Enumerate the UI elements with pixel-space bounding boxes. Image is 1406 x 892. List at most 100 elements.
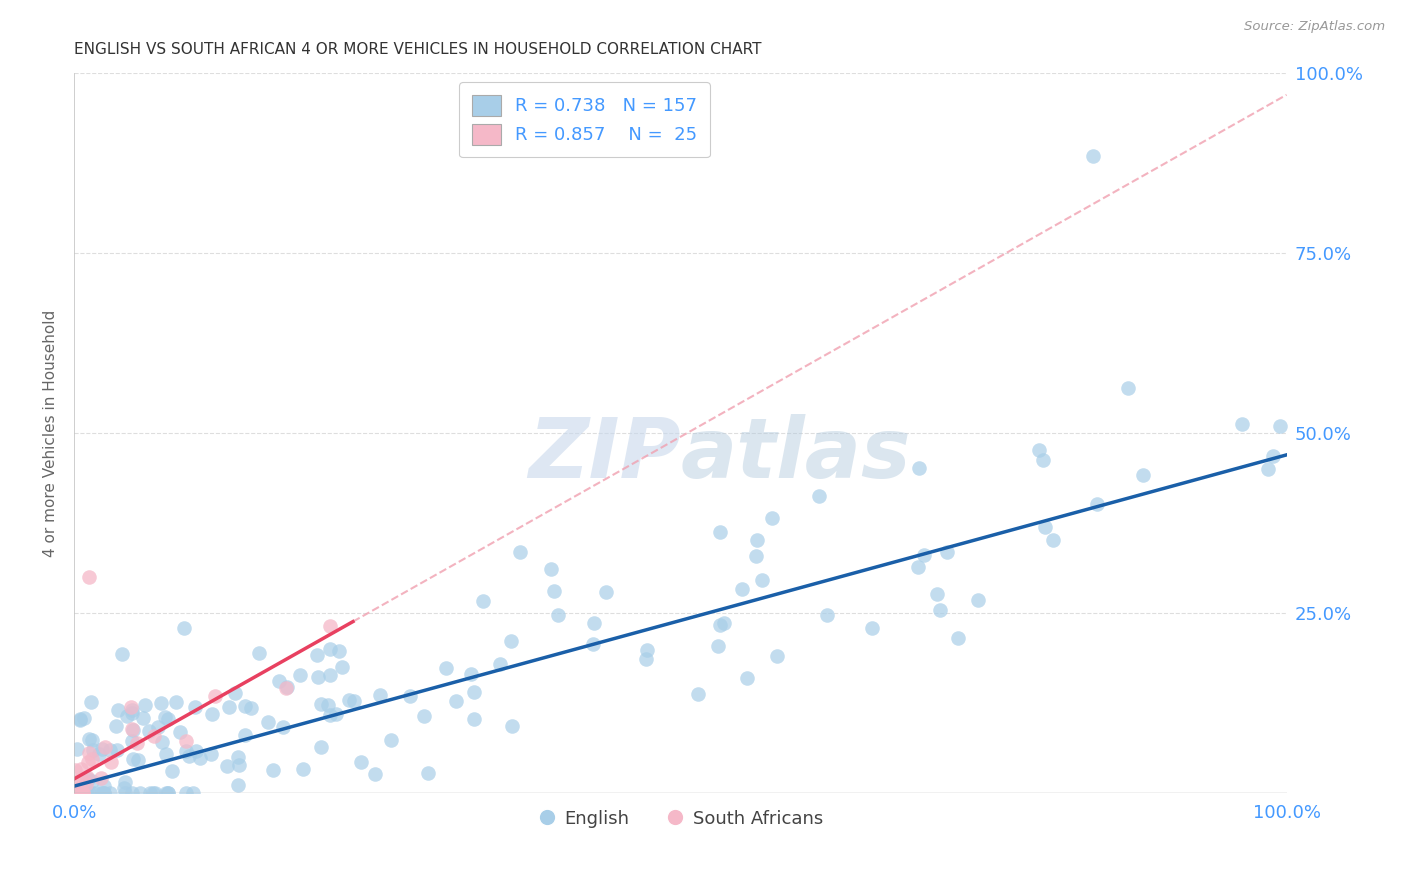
Point xyxy=(1042,533,1064,548)
Point xyxy=(1032,452,1054,467)
Text: atlas: atlas xyxy=(681,415,911,495)
Point xyxy=(463,712,485,726)
Point xyxy=(129,786,152,800)
Point xyxy=(412,708,434,723)
Point xyxy=(908,460,931,475)
Point xyxy=(75,777,97,791)
Point xyxy=(350,755,373,769)
Point xyxy=(247,646,270,660)
Point xyxy=(1033,520,1056,534)
Point xyxy=(72,786,94,800)
Text: ENGLISH VS SOUTH AFRICAN 4 OR MORE VEHICLES IN HOUSEHOLD CORRELATION CHART: ENGLISH VS SOUTH AFRICAN 4 OR MORE VEHIC… xyxy=(75,42,762,57)
Point xyxy=(489,657,512,671)
Point xyxy=(218,700,240,714)
Point xyxy=(82,743,104,757)
Point xyxy=(93,739,115,754)
Point xyxy=(224,686,246,700)
Point xyxy=(155,747,177,761)
Point xyxy=(311,698,333,712)
Point xyxy=(80,751,103,765)
Point xyxy=(595,584,617,599)
Point xyxy=(121,703,143,717)
Point xyxy=(709,618,731,632)
Point xyxy=(98,786,121,800)
Point xyxy=(65,779,87,793)
Point xyxy=(112,780,135,795)
Point xyxy=(416,766,439,780)
Point xyxy=(434,661,457,675)
Point xyxy=(228,758,250,772)
Point xyxy=(204,689,226,703)
Point xyxy=(319,708,342,723)
Point xyxy=(634,652,657,666)
Point xyxy=(155,710,177,724)
Point xyxy=(65,786,87,800)
Point xyxy=(860,621,883,635)
Point xyxy=(120,699,142,714)
Point xyxy=(325,707,347,722)
Point xyxy=(707,640,730,654)
Point xyxy=(751,574,773,588)
Point xyxy=(107,703,129,717)
Point xyxy=(93,786,115,800)
Y-axis label: 4 or more Vehicles in Household: 4 or more Vehicles in Household xyxy=(44,310,58,557)
Point xyxy=(65,775,87,789)
Point xyxy=(540,562,562,576)
Point xyxy=(157,712,180,726)
Point xyxy=(160,764,183,778)
Point xyxy=(173,621,195,635)
Point xyxy=(139,786,162,800)
Point xyxy=(233,699,256,714)
Point xyxy=(77,786,100,800)
Point xyxy=(150,735,173,749)
Point xyxy=(165,695,187,709)
Point xyxy=(80,786,103,800)
Point xyxy=(267,673,290,688)
Point xyxy=(925,587,948,601)
Point xyxy=(928,603,950,617)
Point xyxy=(179,749,201,764)
Point xyxy=(709,524,731,539)
Point xyxy=(1261,449,1284,463)
Point xyxy=(499,634,522,648)
Point xyxy=(138,724,160,739)
Point xyxy=(69,713,91,727)
Point xyxy=(76,772,98,786)
Point xyxy=(155,786,177,800)
Text: Source: ZipAtlas.com: Source: ZipAtlas.com xyxy=(1244,20,1385,33)
Point xyxy=(288,667,311,681)
Point xyxy=(343,694,366,708)
Point xyxy=(69,712,91,726)
Point xyxy=(1028,443,1050,458)
Point xyxy=(114,786,136,800)
Point xyxy=(233,728,256,742)
Text: ZIP: ZIP xyxy=(527,415,681,495)
Point xyxy=(183,786,205,800)
Point xyxy=(735,671,758,685)
Point xyxy=(156,786,179,800)
Point xyxy=(104,719,127,733)
Point xyxy=(1132,468,1154,483)
Point xyxy=(747,533,769,548)
Point xyxy=(328,644,350,658)
Point xyxy=(305,648,328,662)
Point xyxy=(115,709,138,723)
Point xyxy=(188,751,211,765)
Point xyxy=(907,559,929,574)
Point xyxy=(463,685,485,699)
Point xyxy=(146,720,169,734)
Point xyxy=(70,786,93,800)
Point xyxy=(184,700,207,714)
Point xyxy=(132,711,155,725)
Point xyxy=(184,744,207,758)
Point xyxy=(76,770,98,784)
Point xyxy=(226,778,249,792)
Point xyxy=(122,752,145,766)
Point xyxy=(122,723,145,738)
Point xyxy=(1116,381,1139,395)
Point xyxy=(761,511,783,525)
Point xyxy=(319,641,342,656)
Point xyxy=(141,786,163,800)
Point xyxy=(713,616,735,631)
Point xyxy=(262,763,284,777)
